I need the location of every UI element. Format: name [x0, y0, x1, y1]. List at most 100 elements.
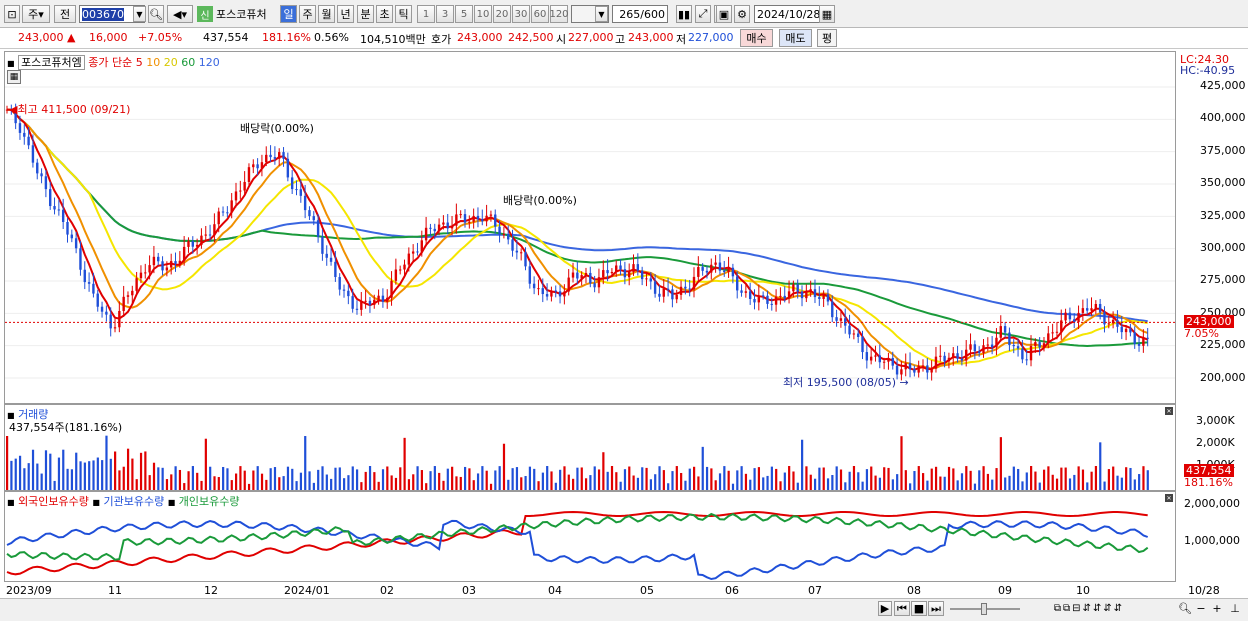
weekly-tab[interactable]: 주	[299, 5, 316, 23]
candle-body	[774, 296, 778, 305]
volume-bar	[839, 469, 843, 490]
save-icon[interactable]: ▣	[716, 5, 732, 23]
volume-bar	[459, 476, 462, 490]
candle-body	[450, 225, 454, 229]
candle-body	[213, 224, 216, 236]
candle-body	[105, 311, 108, 315]
eval-button[interactable]: 평	[817, 29, 837, 47]
x-axis-label: 11	[108, 584, 122, 597]
volume-bar	[606, 471, 609, 490]
forward-icon[interactable]: ⏭	[928, 601, 944, 616]
dividend-note-2: 배당락(0.00%)	[503, 194, 577, 207]
candle-body	[554, 290, 557, 292]
volume-bar	[917, 466, 920, 490]
volume-bar	[295, 481, 298, 490]
zoom-slider-handle[interactable]	[981, 603, 987, 615]
candle-body	[943, 355, 946, 362]
candle-body	[92, 283, 95, 294]
daily-tab[interactable]: 일	[280, 5, 297, 23]
buy-button[interactable]: 매수	[740, 29, 773, 47]
current-pct-tag: 7.05%	[1184, 327, 1219, 340]
candle-body	[831, 301, 834, 318]
candle-body	[865, 352, 869, 361]
volume-bar	[425, 483, 428, 490]
volume-bar	[572, 478, 575, 490]
interval-button-3[interactable]: 3	[436, 5, 454, 23]
candle-body	[437, 224, 441, 232]
holdings-chart-area[interactable]: ■ 외국인보유수량 ■ 기관보유수량 ■ 개인보유수량 ✕	[4, 491, 1176, 582]
search-icon[interactable]: 🔍︎	[148, 5, 164, 23]
second-tab[interactable]: 초	[376, 5, 393, 23]
code-dropdown-icon[interactable]: ▼	[133, 6, 146, 22]
volume-bar	[831, 475, 834, 490]
volume-bar	[619, 481, 622, 490]
candle-body	[887, 357, 890, 362]
interval-button-1[interactable]: 1	[417, 5, 435, 23]
volume-bar	[718, 473, 722, 490]
interval-button-10[interactable]: 10	[474, 5, 492, 23]
volume-bar	[62, 449, 65, 490]
zoom-in-icon[interactable]: +	[1212, 602, 1222, 615]
candle-body	[1124, 328, 1128, 333]
volume-bar	[597, 469, 601, 490]
interval-button-60[interactable]: 60	[531, 5, 549, 23]
price-chart-area[interactable]: ■ 포스코퓨처엠 종가 단순 5 10 20 60 120 ▦ ◀최고 411,…	[4, 51, 1176, 404]
candle-body	[692, 276, 696, 290]
interval-button-5[interactable]: 5	[455, 5, 473, 23]
gear-icon[interactable]: ⚙	[734, 5, 750, 23]
volume-chart-area[interactable]: ■ 거래량 437,554주(181.16%) ✕	[4, 404, 1176, 491]
stock-code-input[interactable]: 003670	[79, 5, 145, 23]
volume-bar	[325, 474, 328, 490]
grid-toggle-icon[interactable]: ▦	[7, 70, 21, 84]
volume-bar	[943, 476, 946, 490]
volume-bar	[852, 466, 856, 490]
calendar-icon[interactable]: ▦	[819, 5, 835, 23]
candle-body	[995, 337, 998, 348]
candle-body	[684, 286, 687, 289]
volume-bar	[1107, 469, 1110, 490]
interval-button-30[interactable]: 30	[512, 5, 530, 23]
stop-icon[interactable]: ■	[911, 601, 927, 616]
yearly-tab[interactable]: 년	[337, 5, 354, 23]
volume-bar	[1094, 466, 1098, 490]
candle-body	[861, 336, 864, 353]
candle-body	[766, 295, 769, 304]
rewind-icon[interactable]: ⏮	[894, 601, 910, 616]
tick-tab[interactable]: 틱	[395, 5, 412, 23]
interval-button-20[interactable]: 20	[493, 5, 511, 23]
candle-body	[913, 369, 916, 373]
volume-bar	[1064, 467, 1067, 490]
draw-tool-icon[interactable]: ⤢	[695, 5, 711, 23]
monthly-tab[interactable]: 월	[318, 5, 335, 23]
prev-button[interactable]: 전	[54, 5, 76, 23]
candle-body	[355, 308, 359, 310]
zoom-icon[interactable]: 🔍︎	[1178, 602, 1192, 615]
volume-chart-svg	[6, 435, 1149, 490]
candle-body	[507, 234, 510, 240]
candle-body	[100, 306, 104, 312]
scroll-right-icon[interactable]: ▶	[878, 601, 892, 616]
interval-dropdown-icon[interactable]: ▼	[595, 6, 608, 22]
period-select[interactable]: 주 ▾	[22, 5, 50, 23]
minute-tab[interactable]: 분	[357, 5, 374, 23]
candle-body	[455, 214, 458, 226]
volume-bar	[226, 468, 229, 490]
candle-icon[interactable]: ▮▮	[676, 5, 692, 23]
volume-bar	[433, 466, 436, 490]
zoom-out-icon[interactable]: −	[1196, 602, 1206, 615]
holdings-panel-close-icon[interactable]: ✕	[1165, 494, 1173, 502]
sell-button[interactable]: 매도	[779, 29, 812, 47]
volume-bar	[779, 481, 782, 490]
volume-panel-close-icon[interactable]: ✕	[1165, 407, 1173, 415]
price-scale: LC:24.30 HC:-40.95 425,000 400,000 375,000…	[1176, 51, 1248, 404]
volume-bar	[1081, 469, 1085, 490]
view-tool-icons[interactable]: ⧉⧉⊟⇵⇵⇵⇵	[1053, 603, 1125, 614]
sound-icon[interactable]: ◀▾	[167, 5, 193, 23]
interval-button-120[interactable]: 120	[549, 5, 569, 23]
window-icon[interactable]: ⊡	[4, 5, 20, 23]
count-input[interactable]: 265/600	[612, 5, 668, 23]
indicator-icon[interactable]: ⊥	[1230, 602, 1240, 615]
date-input[interactable]: 2024/10/28	[754, 5, 820, 23]
volume-bar	[1086, 482, 1089, 490]
volume-bar	[649, 479, 652, 490]
